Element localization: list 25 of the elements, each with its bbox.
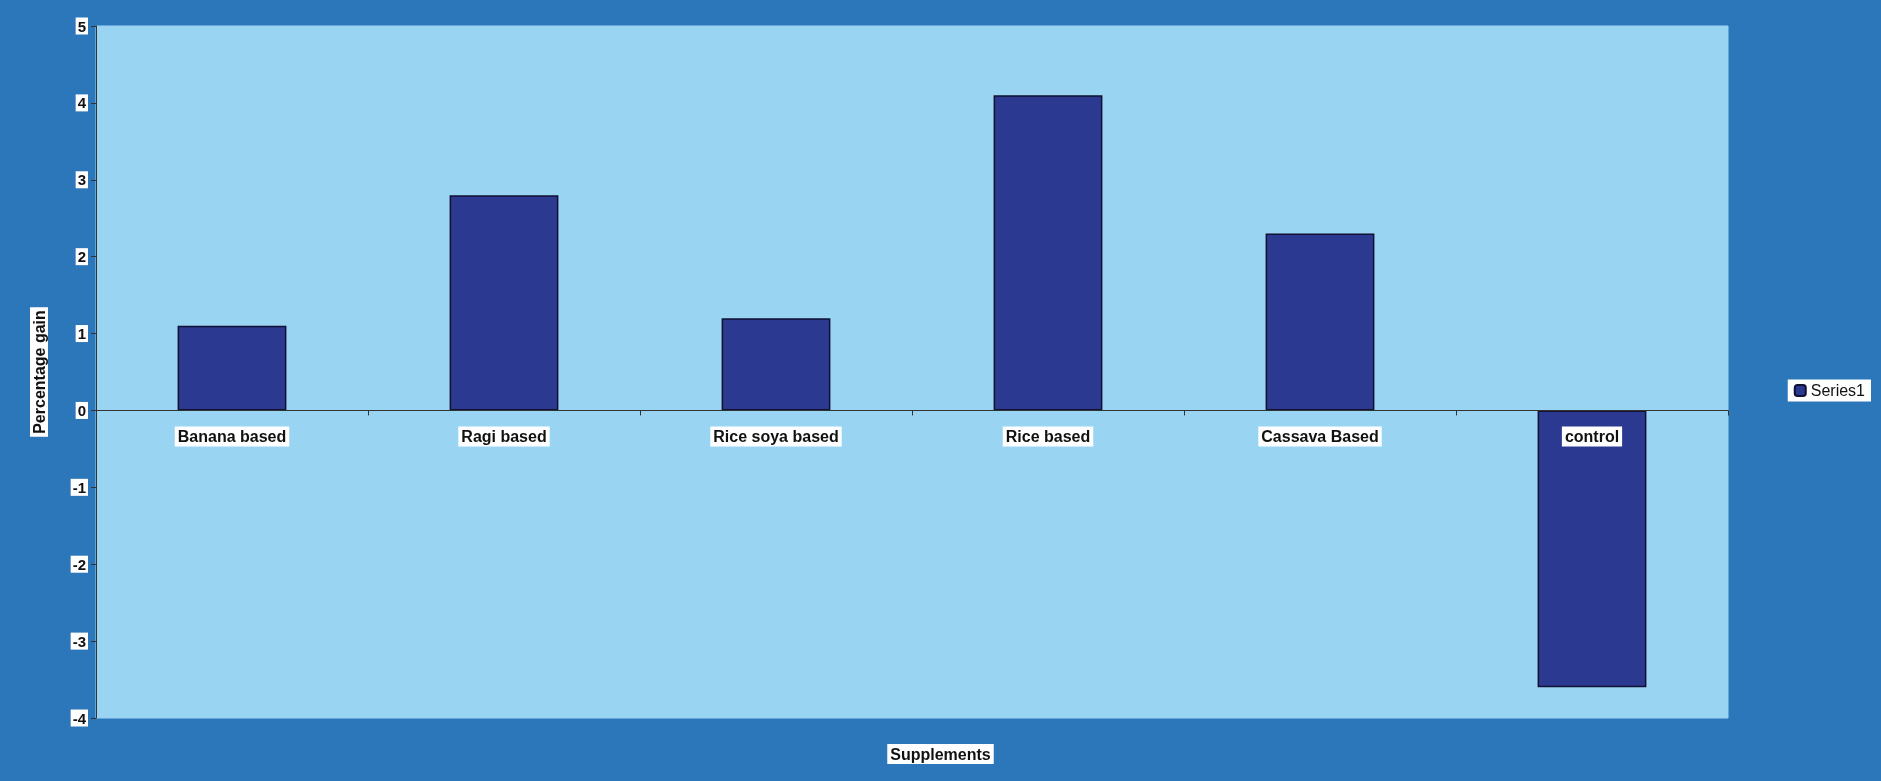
- x-tick-label: Banana based: [177, 427, 287, 445]
- bar: [993, 95, 1103, 411]
- y-tick-label: 0: [77, 401, 86, 419]
- bar: [1537, 410, 1647, 688]
- bar: [449, 195, 559, 411]
- x-tick-label: Cassava Based: [1261, 427, 1379, 445]
- y-tick-label: 3: [77, 171, 86, 189]
- bar: [177, 325, 287, 411]
- bar: [721, 318, 831, 411]
- y-axis-title: Percentage gain: [30, 310, 48, 434]
- x-axis-title: Supplements: [890, 745, 991, 763]
- y-tick-label: -4: [72, 709, 87, 727]
- y-tick-label: 5: [77, 17, 86, 35]
- x-tick-label: Rice soya based: [713, 427, 839, 445]
- bar: [1265, 233, 1375, 411]
- y-tick-label: 2: [77, 248, 86, 266]
- y-tick-label: 4: [77, 94, 87, 112]
- y-tick-label: -2: [72, 555, 86, 573]
- x-tick-label: Rice based: [1005, 427, 1091, 445]
- x-tick-label: control: [1564, 427, 1620, 445]
- y-tick-label: -1: [72, 478, 86, 496]
- y-tick-label: 1: [77, 325, 86, 343]
- x-tick-label: Ragi based: [461, 427, 547, 445]
- y-tick-label: -3: [72, 632, 86, 650]
- legend-label: Series1: [1810, 382, 1866, 399]
